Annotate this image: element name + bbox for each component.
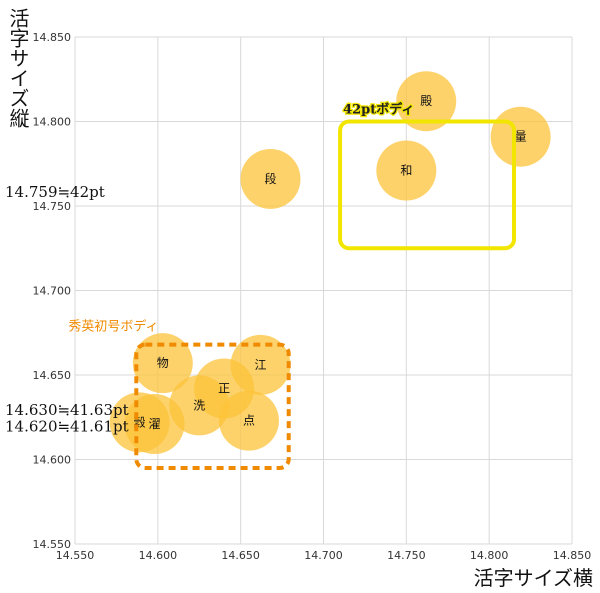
y-tick-label: 14.850 bbox=[33, 31, 72, 44]
y-tick-label: 14.550 bbox=[33, 538, 72, 551]
side-annotation: 14.630≒41.63pt bbox=[5, 401, 129, 419]
data-point bbox=[396, 71, 457, 132]
y-tick-label: 14.700 bbox=[33, 285, 72, 298]
y-tick-label: 14.650 bbox=[33, 369, 72, 382]
group-label: 秀英初号ボディ bbox=[68, 319, 158, 335]
y-tick-label: 14.600 bbox=[33, 454, 72, 467]
x-tick-label: 14.850 bbox=[553, 549, 592, 562]
point-label: 量 bbox=[515, 130, 527, 144]
group-box bbox=[134, 342, 291, 470]
y-axis-title: 活字サイズ縦 bbox=[6, 8, 30, 128]
x-tick-label: 14.800 bbox=[470, 549, 509, 562]
data-point bbox=[124, 394, 185, 455]
y-tick-label: 14.800 bbox=[33, 116, 72, 129]
y-tick-label: 14.750 bbox=[33, 200, 72, 213]
x-tick-label: 14.750 bbox=[387, 549, 426, 562]
point-label: 物 bbox=[157, 356, 169, 370]
side-annotation: 14.620≒41.61pt bbox=[5, 418, 129, 436]
x-tick-label: 14.650 bbox=[221, 549, 260, 562]
data-point bbox=[132, 333, 193, 394]
side-annotation: 14.759≒42pt bbox=[5, 183, 105, 201]
point-label: 点 bbox=[243, 414, 255, 428]
point-label: 濯 bbox=[149, 417, 161, 431]
data-point bbox=[376, 140, 437, 201]
x-tick-labels: 14.550 14.600 14.650 14.700 14.750 14.800 14.8… bbox=[56, 549, 592, 562]
point-label: 江 bbox=[255, 358, 267, 372]
point-label: 正 bbox=[218, 382, 230, 396]
x-tick-label: 14.550 bbox=[56, 549, 95, 562]
group-box bbox=[338, 119, 517, 251]
point-label: 段 bbox=[264, 171, 276, 186]
data-point bbox=[240, 148, 301, 209]
group-label: 42ptボディ bbox=[343, 102, 414, 118]
points: 殿量和段物 江正洗点穀濯 bbox=[109, 71, 551, 455]
point-label: 和 bbox=[400, 164, 412, 178]
point-label: 洗 bbox=[193, 398, 205, 412]
x-axis-title: 活字サイズ横 bbox=[474, 566, 593, 590]
point-label: 殿 bbox=[420, 94, 432, 108]
x-tick-label: 14.600 bbox=[139, 549, 178, 562]
data-point bbox=[218, 390, 279, 451]
y-tick-labels: 14.550 14.600 14.650 14.700 14.750 14.800 14.8… bbox=[33, 31, 72, 551]
x-tick-label: 14.700 bbox=[304, 549, 343, 562]
